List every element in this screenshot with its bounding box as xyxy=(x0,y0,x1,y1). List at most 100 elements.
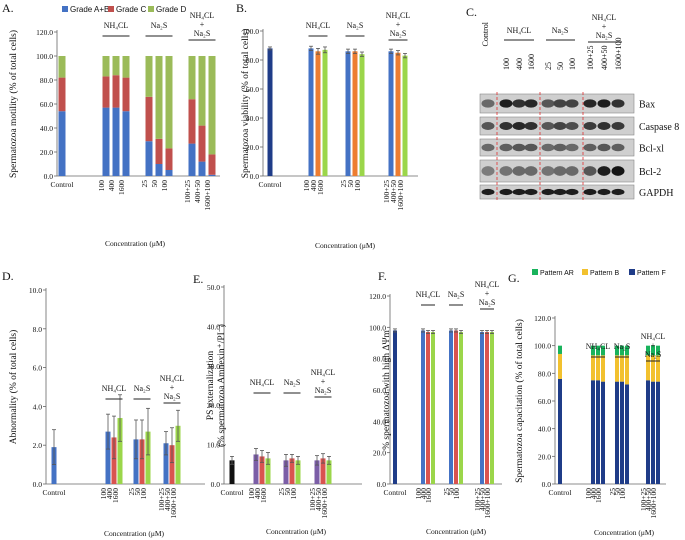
bar xyxy=(253,454,259,484)
group-label-na2s: Na₂S xyxy=(552,26,569,35)
bar-grade-d xyxy=(165,56,173,149)
legend-swatch xyxy=(62,6,68,12)
bar-pattern-ar xyxy=(656,345,660,356)
bar-pattern-ar xyxy=(646,345,650,356)
x-tick-label-control: Control xyxy=(549,488,572,497)
panel-letter: G. xyxy=(508,271,520,285)
group-label-nh4cl: NH₄CL xyxy=(250,378,275,387)
group-label-nh4cl: NH₄CL xyxy=(102,384,127,393)
lane-label: 1600 xyxy=(527,54,536,70)
blot-band xyxy=(553,143,567,152)
blot-band xyxy=(583,99,597,108)
group-label-combo-3: Na₂S xyxy=(479,298,496,307)
bar-pattern-f xyxy=(615,381,619,484)
x-tick-label-control: Control xyxy=(221,488,244,497)
bar-grade-a-b xyxy=(188,143,196,176)
blot-band xyxy=(597,99,611,108)
x-tick-label: 100+25 xyxy=(183,180,192,203)
blot-band xyxy=(565,99,579,108)
blot-band xyxy=(481,122,495,130)
blot-band xyxy=(611,166,625,176)
blot-band xyxy=(583,143,597,152)
y-tick-label: 20.0 xyxy=(246,143,259,152)
bar-grade-d xyxy=(145,56,153,97)
blot-band xyxy=(481,166,495,176)
bar-grade-d xyxy=(102,56,110,77)
panel-letter: F. xyxy=(378,269,387,283)
bar-grade-c xyxy=(112,75,120,108)
y-tick-label: 4.0 xyxy=(33,402,43,411)
blot-band xyxy=(583,166,597,176)
blot-band xyxy=(611,99,625,108)
protein-label: Bcl-xl xyxy=(639,144,664,155)
x-tick-label: 1600+100 xyxy=(396,180,405,211)
bar-grade-a-b xyxy=(208,174,216,176)
bar-grade-a-b xyxy=(112,107,120,176)
group-label-nh4cl: NH₄CL xyxy=(104,21,129,30)
group-label-combo-3: Na₂S xyxy=(390,29,407,38)
x-tick-label: 400+50 xyxy=(644,488,653,511)
blot-band xyxy=(565,166,579,176)
x-tick-label: 50 xyxy=(133,488,142,496)
bar-grade-c xyxy=(102,76,110,108)
x-tick-label: 100+25 xyxy=(157,488,166,511)
x-tick-label: 400 xyxy=(419,488,428,500)
blot-band xyxy=(541,143,555,152)
y-axis-label: Spermatozoa capacitation (% of total cel… xyxy=(514,319,525,483)
x-tick-label: 100 xyxy=(99,488,108,500)
x-tick-label: 100+25 xyxy=(308,488,317,511)
bar-grade-a-b xyxy=(58,111,66,176)
x-tick-label: 25 xyxy=(608,488,617,496)
bar xyxy=(133,439,139,484)
group-label-combo-1: NH₄CL xyxy=(386,11,411,20)
bar-pattern-f xyxy=(656,381,660,484)
panel-e: E. 0.0 10.0 20.0 30.0 40.0 50.0 PS externalizat… xyxy=(193,272,362,536)
bar xyxy=(169,445,175,484)
bar-grade-d xyxy=(122,56,130,78)
bar xyxy=(283,460,289,484)
x-tick-label-control: Control xyxy=(259,180,282,189)
blot-band xyxy=(565,188,579,196)
y-tick-label: 40.0 xyxy=(40,124,53,133)
bar xyxy=(145,431,151,484)
x-tick-label: 100 xyxy=(247,488,256,500)
y-axis-label: PS externalization xyxy=(206,351,216,421)
bar-grade-d xyxy=(58,56,66,78)
x-tick-label: 1600+100 xyxy=(483,488,492,519)
y-tick-label: 30.0 xyxy=(207,362,220,371)
legend-swatch xyxy=(148,6,154,12)
bar-pattern-b xyxy=(625,355,629,385)
x-tick-label: 100 xyxy=(414,488,423,500)
blot-band xyxy=(553,122,567,130)
bar-pattern-b xyxy=(615,355,619,382)
group-label-combo-2: + xyxy=(200,20,205,29)
x-tick-label: 100 xyxy=(302,180,311,192)
bar xyxy=(485,332,489,484)
bar xyxy=(175,425,181,484)
bar xyxy=(359,54,365,177)
y-axis-label: % spermatozoa with high ΔΨm xyxy=(382,330,392,450)
bar xyxy=(388,51,394,176)
y-tick-label: 100.0 xyxy=(242,27,259,36)
bar-grade-a-b xyxy=(165,170,173,176)
bar xyxy=(117,418,123,484)
x-tick-label: 25 xyxy=(127,488,136,496)
group-label-na2s: Na₂S xyxy=(151,21,168,30)
y-tick-label: 120.0 xyxy=(534,314,551,323)
x-tick-label: 100+25 xyxy=(473,488,482,511)
blot-band xyxy=(499,188,513,196)
blot-band xyxy=(524,143,538,152)
bar xyxy=(315,51,321,176)
lane-label: 400+50 xyxy=(600,45,609,70)
bar-pattern-f xyxy=(596,380,600,484)
x-tick-label: 100 xyxy=(289,488,298,500)
bar-pattern-ar xyxy=(651,345,655,356)
group-label-combo-3: Na₂S xyxy=(596,31,613,40)
protein-label: GAPDH xyxy=(639,188,673,199)
bar xyxy=(345,51,351,176)
x-tick-label: 1600+100 xyxy=(320,488,329,519)
bar-pattern-b xyxy=(601,355,605,382)
group-label-combo-2: + xyxy=(170,383,175,392)
bar xyxy=(431,332,435,484)
